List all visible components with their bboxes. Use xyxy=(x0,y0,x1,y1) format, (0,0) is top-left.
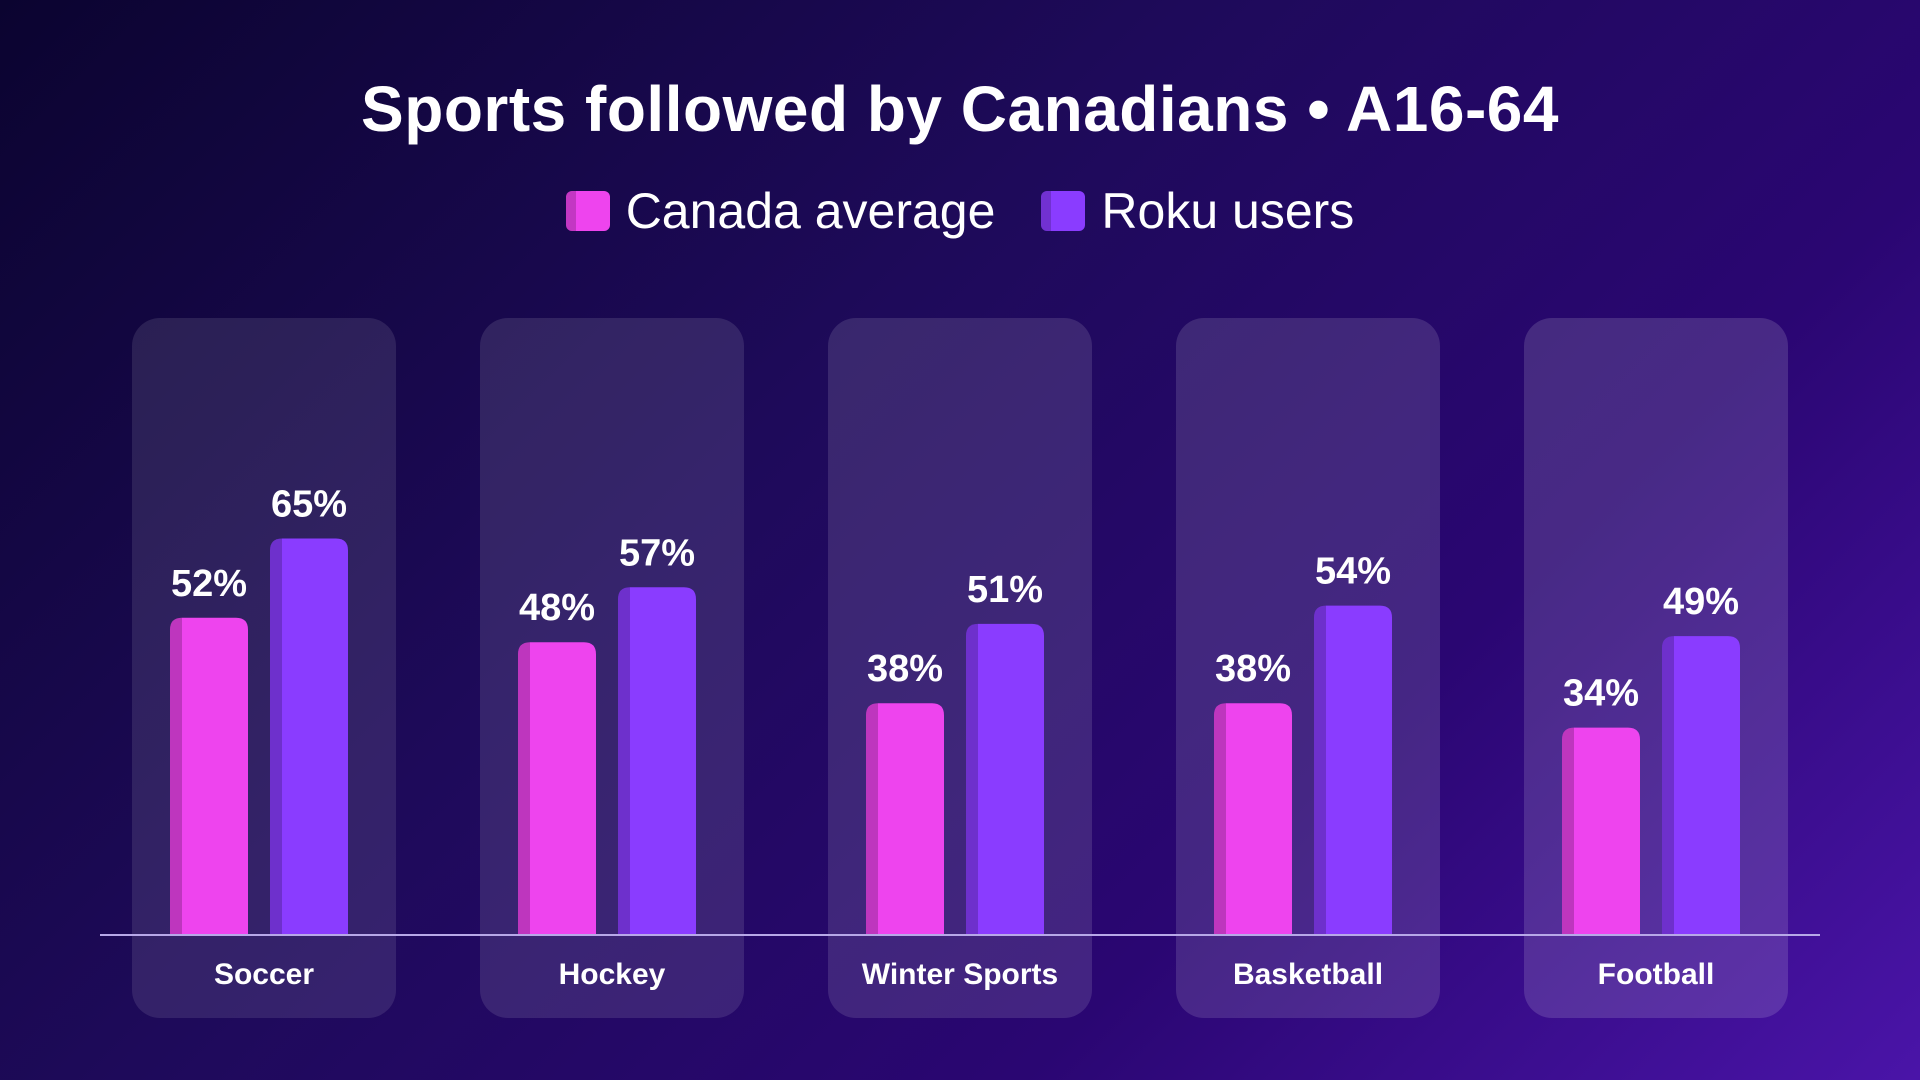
value-label-canada-average-winter-sports: 38% xyxy=(867,648,943,690)
bar-roku-users-basketball xyxy=(1314,605,1392,935)
bar-roku-users-winter-sports xyxy=(966,623,1044,935)
bar-canada-average-winter-sports xyxy=(866,703,944,935)
category-label-winter-sports: Winter Sports xyxy=(862,958,1058,991)
category-label-soccer: Soccer xyxy=(214,958,314,991)
value-label-roku-users-winter-sports: 51% xyxy=(967,569,1043,611)
legend-swatch-canada-average xyxy=(565,191,610,231)
bar-canada-average-basketball xyxy=(1214,703,1292,935)
legend-label-canada-average: Canada average xyxy=(625,183,996,239)
value-label-roku-users-basketball: 54% xyxy=(1315,551,1391,593)
legend-item-canada-average: Canada average xyxy=(565,182,996,240)
bar-canada-average-hockey xyxy=(518,642,596,935)
value-label-canada-average-football: 34% xyxy=(1563,673,1639,715)
bar-canada-average-soccer xyxy=(170,617,248,935)
category-label-football: Football xyxy=(1598,958,1715,991)
value-label-canada-average-hockey: 48% xyxy=(519,587,595,629)
bar-roku-users-hockey xyxy=(618,587,696,935)
value-label-roku-users-football: 49% xyxy=(1663,581,1739,623)
legend-swatch-roku-users xyxy=(1041,191,1086,231)
bar-roku-users-football xyxy=(1662,636,1740,935)
chart-title: Sports followed by Canadians • A16-64 xyxy=(361,73,1559,145)
value-label-canada-average-soccer: 52% xyxy=(171,563,247,605)
category-label-hockey: Hockey xyxy=(559,958,666,991)
bar-roku-users-soccer xyxy=(270,538,348,935)
value-label-roku-users-soccer: 65% xyxy=(271,484,347,526)
legend-label-roku-users: Roku users xyxy=(1101,183,1355,239)
value-label-roku-users-hockey: 57% xyxy=(619,532,695,574)
category-label-basketball: Basketball xyxy=(1233,958,1383,991)
legend-item-roku-users: Roku users xyxy=(1041,182,1354,240)
value-label-canada-average-basketball: 38% xyxy=(1215,648,1291,690)
bar-canada-average-football xyxy=(1562,727,1640,935)
legend: Canada average Roku users xyxy=(0,182,1920,240)
